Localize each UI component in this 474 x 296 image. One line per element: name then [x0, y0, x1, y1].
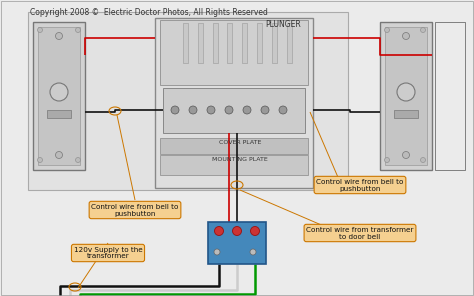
Circle shape — [171, 106, 179, 114]
Bar — [33, 22, 85, 170]
Text: 120v Supply to the
transformer: 120v Supply to the transformer — [73, 247, 142, 260]
Circle shape — [215, 226, 224, 236]
Circle shape — [189, 106, 197, 114]
Circle shape — [261, 106, 269, 114]
Circle shape — [75, 157, 81, 163]
Bar — [38, 27, 80, 165]
Bar — [228, 23, 233, 63]
Bar — [243, 23, 247, 63]
Circle shape — [402, 152, 410, 158]
Bar — [273, 23, 277, 63]
Circle shape — [207, 106, 215, 114]
Text: Control wire from transformer
to door bell: Control wire from transformer to door be… — [306, 226, 414, 239]
Circle shape — [279, 106, 287, 114]
Bar — [160, 138, 308, 154]
Bar — [155, 18, 313, 188]
Bar — [380, 22, 432, 170]
Circle shape — [250, 249, 256, 255]
Circle shape — [37, 157, 43, 163]
Text: COVER PLATE: COVER PLATE — [219, 140, 261, 145]
Circle shape — [50, 83, 68, 101]
Circle shape — [384, 157, 390, 163]
Bar — [435, 22, 465, 170]
Bar — [28, 12, 348, 190]
Circle shape — [420, 157, 426, 163]
Text: Control wire from bell to
pushbutton: Control wire from bell to pushbutton — [316, 178, 404, 192]
Text: MOUNTING PLATE: MOUNTING PLATE — [212, 157, 268, 162]
Bar — [47, 110, 71, 118]
Bar — [163, 88, 305, 133]
Text: Control wire from bell to
pushbutton: Control wire from bell to pushbutton — [91, 204, 179, 216]
Bar — [198, 23, 202, 63]
Circle shape — [214, 249, 220, 255]
Text: PLUNGER: PLUNGER — [265, 20, 301, 29]
Circle shape — [225, 106, 233, 114]
Circle shape — [55, 152, 63, 158]
Circle shape — [402, 33, 410, 39]
Circle shape — [75, 28, 81, 33]
Bar — [208, 222, 266, 264]
Text: Copyright 2008 ©  Electric Doctor Photos, All Rights Reserved: Copyright 2008 © Electric Doctor Photos,… — [30, 8, 268, 17]
Circle shape — [250, 226, 259, 236]
Circle shape — [397, 83, 415, 101]
Bar — [385, 27, 427, 165]
Bar — [212, 23, 218, 63]
Bar — [394, 110, 418, 118]
Circle shape — [243, 106, 251, 114]
Bar — [160, 20, 308, 85]
Circle shape — [420, 28, 426, 33]
Bar — [288, 23, 292, 63]
Circle shape — [233, 226, 241, 236]
Bar — [257, 23, 263, 63]
Circle shape — [55, 33, 63, 39]
Bar — [182, 23, 188, 63]
Bar — [160, 155, 308, 175]
Circle shape — [384, 28, 390, 33]
Circle shape — [37, 28, 43, 33]
